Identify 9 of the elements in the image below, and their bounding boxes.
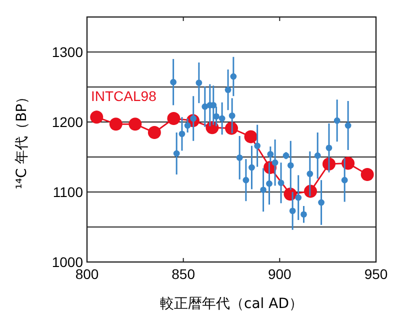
y-tick-label: 1100: [52, 184, 84, 200]
y-tick-label: 1200: [52, 114, 84, 130]
y-tick-label: 1300: [52, 44, 84, 60]
x-axis-title: 較正暦年代（cal AD）: [160, 296, 303, 312]
y-axis-title: ¹⁴C 年代（BP）: [14, 90, 30, 190]
x-tick-label: 850: [172, 266, 196, 282]
series-label: INTCAL98: [91, 88, 157, 104]
x-tick-label: 900: [268, 266, 292, 282]
x-tick-label: 950: [364, 266, 388, 282]
